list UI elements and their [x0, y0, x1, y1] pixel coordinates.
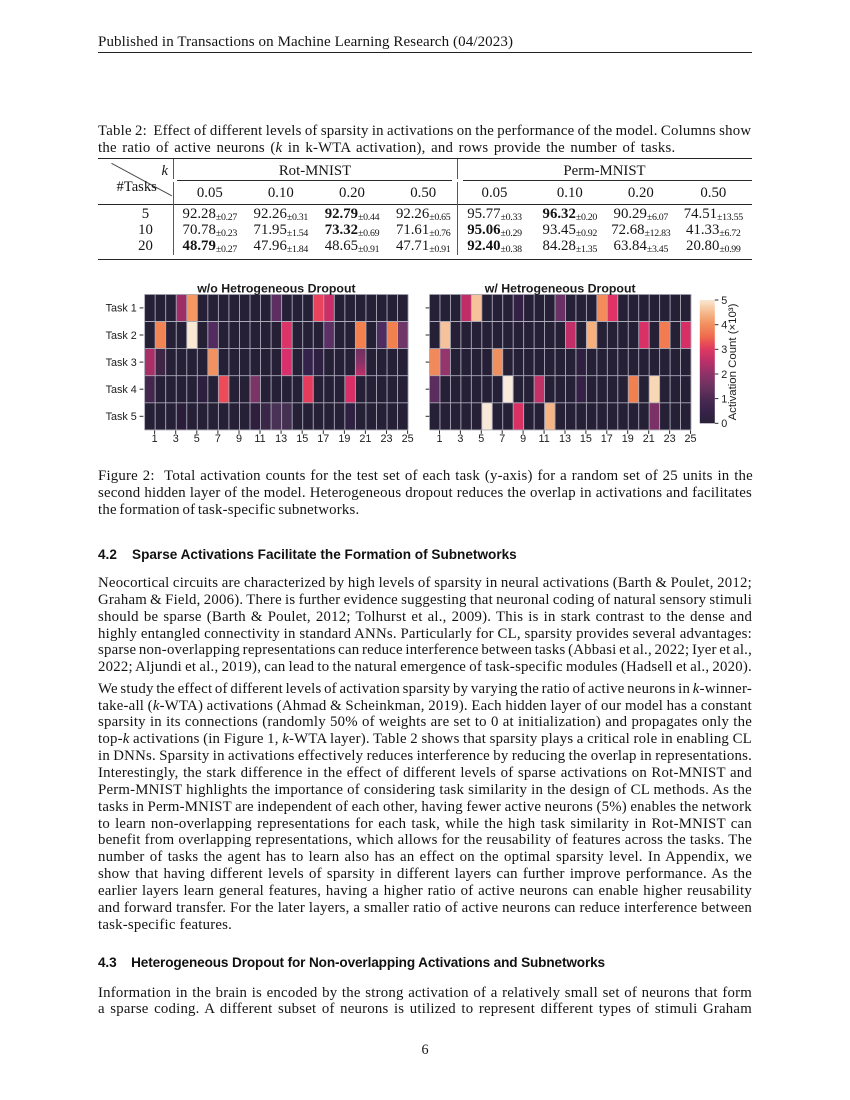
svg-text:3: 3 [173, 433, 179, 445]
svg-text:25: 25 [402, 433, 414, 445]
svg-text:Task 4: Task 4 [106, 384, 137, 396]
svg-text:5: 5 [194, 433, 200, 445]
svg-text:3: 3 [721, 344, 727, 356]
svg-text:23: 23 [664, 433, 676, 445]
svg-text:25: 25 [684, 433, 696, 445]
svg-text:19: 19 [338, 433, 350, 445]
svg-text:1: 1 [721, 393, 727, 405]
svg-text:7: 7 [215, 433, 221, 445]
svg-text:Task 3: Task 3 [106, 357, 137, 369]
svg-text:23: 23 [380, 433, 392, 445]
svg-text:3: 3 [457, 433, 463, 445]
svg-text:2: 2 [721, 369, 727, 381]
svg-text:Task 5: Task 5 [106, 411, 137, 423]
svg-text:17: 17 [317, 433, 329, 445]
svg-text:1: 1 [436, 433, 442, 445]
svg-text:0: 0 [721, 418, 727, 430]
svg-text:Task 2: Task 2 [106, 330, 137, 342]
svg-text:21: 21 [643, 433, 655, 445]
svg-text:Task 1: Task 1 [106, 303, 137, 315]
svg-text:9: 9 [520, 433, 526, 445]
svg-text:1: 1 [152, 433, 158, 445]
svg-text:13: 13 [559, 433, 571, 445]
svg-text:9: 9 [236, 433, 242, 445]
svg-text:19: 19 [622, 433, 634, 445]
svg-text:5: 5 [721, 295, 727, 307]
svg-text:w/o Hetrogeneous Dropout: w/o Hetrogeneous Dropout [196, 281, 355, 295]
svg-text:11: 11 [538, 433, 549, 445]
svg-text:w/ Hetrogeneous Dropout: w/ Hetrogeneous Dropout [484, 281, 636, 295]
svg-text:7: 7 [499, 433, 505, 445]
svg-text:13: 13 [275, 433, 287, 445]
svg-text:4: 4 [721, 320, 727, 332]
svg-text:17: 17 [601, 433, 613, 445]
svg-text:15: 15 [580, 433, 592, 445]
svg-text:Activation Count (×10³): Activation Count (×10³) [727, 303, 739, 420]
svg-text:21: 21 [359, 433, 371, 445]
svg-text:11: 11 [254, 433, 265, 445]
svg-text:15: 15 [296, 433, 308, 445]
svg-text:5: 5 [478, 433, 484, 445]
